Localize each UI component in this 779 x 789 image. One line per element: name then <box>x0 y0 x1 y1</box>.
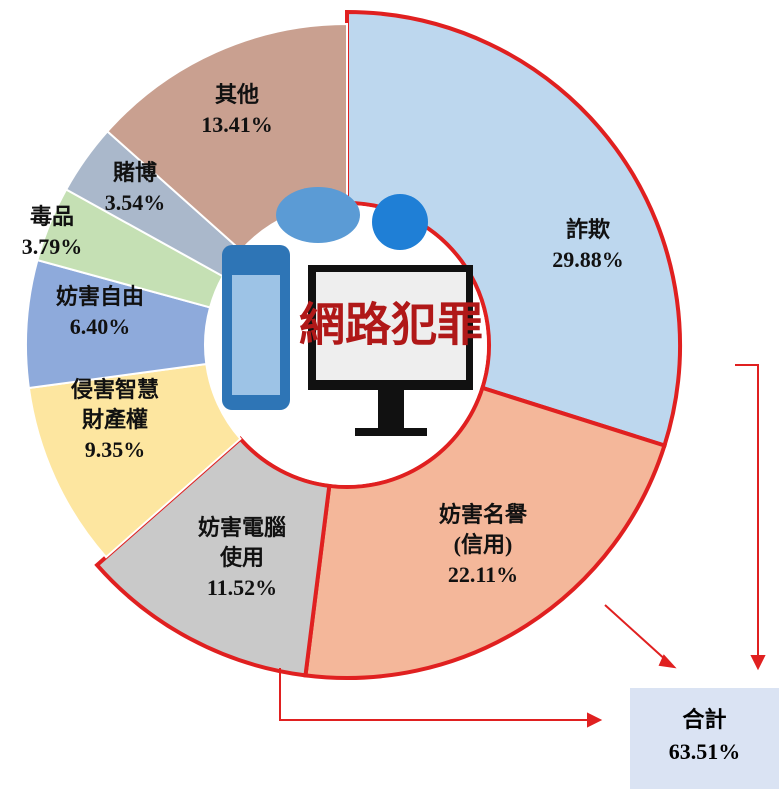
value-label: 3.79% <box>21 234 83 259</box>
slice-label: 妨害自由 6.40% <box>56 282 144 342</box>
total-label: 合計 <box>682 707 727 732</box>
category-label: 毒品 <box>29 204 74 229</box>
slices <box>25 9 682 680</box>
arrow <box>604 604 669 663</box>
phone-screen <box>232 275 280 395</box>
slice <box>345 9 682 449</box>
category-label: 妨害電腦 使用 <box>197 515 287 570</box>
category-label: 其他 <box>214 82 259 107</box>
arrow-head <box>750 655 766 671</box>
category-label: 侵害智慧 財產權 <box>70 377 160 432</box>
total-value: 63.51% <box>668 739 741 764</box>
slice <box>303 385 667 680</box>
slice-label: 侵害智慧 財產權 9.35% <box>71 375 159 465</box>
category-label: 妨害自由 <box>55 284 145 309</box>
slice-label: 毒品 3.79% <box>22 202 83 262</box>
category-label: 妨害名譽 (信用) <box>438 502 528 557</box>
arrow-head <box>658 654 677 669</box>
center-art: 網路犯罪 <box>222 187 483 436</box>
monitor-screen <box>316 272 466 380</box>
category-label: 詐欺 <box>565 217 610 242</box>
value-label: 29.88% <box>552 247 624 272</box>
slice-label: 其他 13.41% <box>201 80 273 140</box>
category-label: 賭博 <box>112 160 157 185</box>
slice-label: 妨害名譽 (信用) 22.11% <box>439 500 527 590</box>
monitor-base <box>355 428 427 436</box>
value-label: 3.54% <box>104 190 166 215</box>
total-box: 合計 63.51% <box>630 688 779 789</box>
arrow <box>735 364 759 658</box>
slice <box>94 436 332 678</box>
center-text: 網路犯罪 <box>299 300 483 351</box>
arrow <box>279 668 590 721</box>
slice-label: 詐欺 29.88% <box>552 215 624 275</box>
slice <box>106 22 348 252</box>
value-label: 22.11% <box>447 562 519 587</box>
arrow-head <box>587 712 603 728</box>
slice-label: 賭博 3.54% <box>105 158 166 218</box>
value-label: 9.35% <box>84 437 146 462</box>
value-label: 11.52% <box>206 575 278 600</box>
value-label: 6.40% <box>69 314 131 339</box>
wifi-icon <box>372 194 428 250</box>
monitor-stand <box>378 390 404 430</box>
slice-label: 妨害電腦 使用 11.52% <box>198 513 286 603</box>
arrows <box>279 364 766 728</box>
cloud <box>276 187 360 243</box>
value-label: 13.41% <box>201 112 273 137</box>
